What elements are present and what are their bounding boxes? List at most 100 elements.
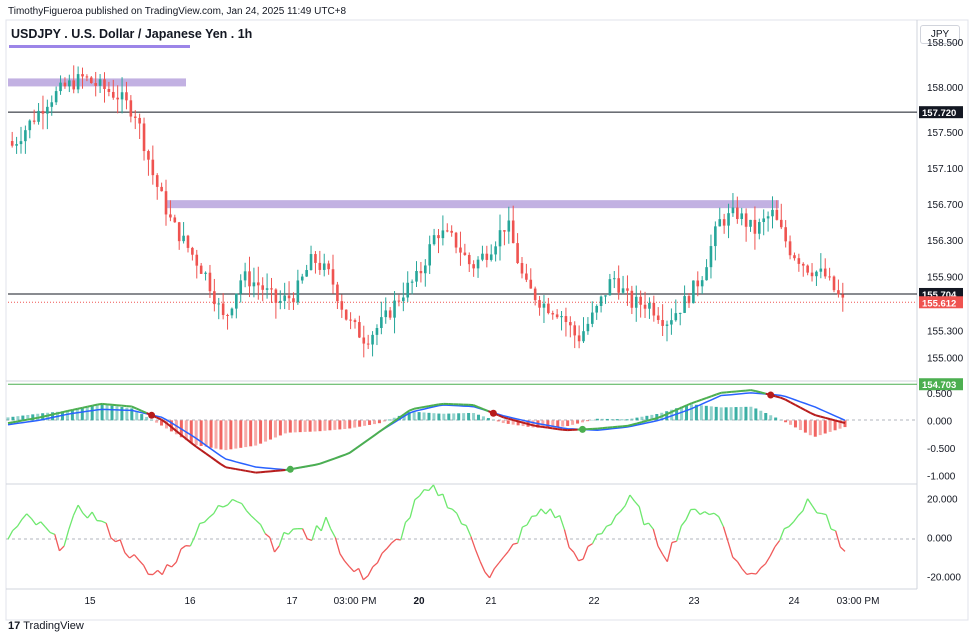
level-label: 155.612	[922, 298, 956, 309]
macd-fast-segment	[309, 463, 316, 467]
osc-segment	[680, 519, 687, 527]
candle-body	[410, 281, 414, 283]
macd-fast-segment	[636, 421, 643, 425]
candle-body	[195, 254, 199, 266]
macd-hist-bar	[209, 420, 213, 448]
macd-fast-segment	[819, 415, 826, 419]
candle-body	[547, 303, 550, 314]
macd-fast-segment	[799, 406, 806, 412]
candle-body	[305, 270, 308, 277]
candle-body	[731, 207, 735, 214]
macd-fast-segment	[22, 418, 28, 422]
zone-band	[8, 78, 186, 87]
macd-hist-bar	[457, 413, 461, 421]
candle-body	[63, 82, 67, 87]
osc-segment	[119, 539, 126, 553]
macd-hist-bar	[764, 413, 768, 421]
macd-fast-segment	[532, 424, 539, 428]
osc-segment	[166, 564, 172, 568]
osc-segment	[63, 529, 70, 547]
macd-fast-segment	[804, 409, 811, 414]
osc-segment	[699, 511, 706, 515]
candle-body	[683, 296, 686, 313]
osc-segment	[732, 556, 738, 563]
level-label-box	[919, 106, 963, 119]
macd-hist-bar	[26, 414, 30, 421]
osc-segment	[437, 493, 444, 497]
macd-fast-segment	[368, 434, 376, 440]
macd-fast-segment	[324, 459, 331, 463]
macd-fast-segment	[626, 423, 633, 427]
macd-fast-segment	[502, 416, 509, 420]
osc-segment	[709, 512, 715, 516]
macd-hist-bar	[576, 420, 580, 424]
candle-body	[696, 280, 700, 287]
price-tick-label: 155.000	[927, 353, 964, 364]
macd-hist-bar	[105, 404, 109, 421]
osc-segment	[493, 562, 500, 570]
macd-hist-bar	[387, 419, 391, 421]
macd-hist-bar	[372, 420, 376, 425]
macd-hist-bar	[358, 420, 362, 427]
candle-body	[555, 314, 559, 318]
macd-fast-segment	[507, 417, 514, 421]
macd-fast-segment	[473, 404, 479, 409]
candle-body	[652, 302, 656, 316]
macd-fast-segment	[87, 404, 93, 408]
level-label: 157.720	[922, 108, 956, 119]
candle-body	[235, 293, 238, 309]
osc-segment	[138, 559, 145, 566]
macd-hist-bar	[160, 420, 164, 426]
osc-segment	[124, 552, 131, 559]
candle-body	[50, 102, 54, 107]
osc-segment	[129, 554, 135, 559]
macd-hist-bar	[11, 416, 15, 421]
macd-hist-bar	[694, 404, 698, 421]
symbol-title[interactable]: USDJPY . U.S. Dollar / Japanese Yen . 1h	[11, 27, 253, 41]
macd-fast-segment	[408, 407, 415, 412]
macd-fast-segment	[661, 413, 668, 418]
currency-button[interactable]: JPY	[920, 25, 960, 44]
price-tick-label: 157.100	[927, 164, 964, 175]
macd-hist-bar	[823, 420, 827, 434]
macd-hist-bar	[516, 420, 520, 426]
osc-segment	[264, 533, 271, 539]
osc-segment	[755, 567, 762, 575]
macd-hist-bar	[581, 420, 585, 423]
macd-fast-segment	[141, 409, 148, 415]
price-axis[interactable]: 158.500 158.000 157.500 157.100 156.700 156.3…	[927, 38, 964, 365]
macd-hist-bar	[140, 414, 144, 421]
macd-hist-bar	[724, 407, 728, 421]
candle-body	[591, 312, 594, 324]
osc-segment	[736, 561, 743, 570]
osc-segment	[807, 498, 813, 507]
osc-segment	[685, 509, 692, 521]
time-tick-label: 23	[688, 596, 700, 607]
time-axis[interactable]: 15 16 17 03:00 PM 20 21 22 23 24 03:00 PM	[84, 596, 879, 607]
osc-segment	[30, 518, 37, 526]
macd-hist-bar	[640, 416, 644, 421]
candle-body	[72, 80, 76, 90]
osc-segment	[535, 508, 542, 517]
candle-body	[270, 288, 273, 290]
candle-body	[90, 77, 93, 84]
macd-hist-bar	[16, 416, 20, 421]
candle-body	[344, 309, 348, 320]
macd-hist-bar	[665, 411, 669, 421]
macd-hist-bar	[566, 420, 570, 427]
osc-segment	[316, 525, 322, 532]
osc-segment	[788, 521, 795, 528]
osc-segment	[222, 504, 229, 508]
macd-fast-segment	[165, 422, 173, 428]
osc-segment	[578, 558, 584, 562]
macd-hist-bar	[199, 420, 203, 446]
osc-segment	[751, 572, 757, 575]
candle-body	[248, 271, 251, 287]
osc-segment	[606, 523, 612, 527]
time-tick-label: 24	[788, 596, 800, 607]
macd-signal-line	[7, 392, 846, 471]
osc-segment	[35, 521, 42, 526]
macd-fast-segment	[82, 405, 88, 409]
osc-segment	[21, 513, 28, 520]
